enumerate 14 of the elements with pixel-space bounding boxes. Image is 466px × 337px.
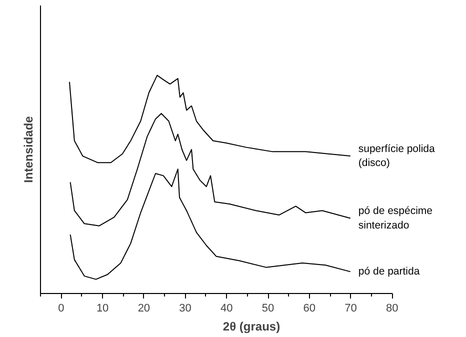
x-tick-label: 50	[262, 302, 274, 314]
x-tick-label: 0	[58, 302, 64, 314]
series-label: superfície polida (disco)	[358, 142, 436, 170]
x-tick-label: 30	[179, 302, 192, 314]
x-tick-label: 70	[344, 302, 357, 314]
y-axis-title: Intensidade	[22, 116, 36, 183]
x-tick-label: 20	[138, 302, 150, 314]
x-tick-label: 60	[303, 302, 316, 314]
x-axis-title: 2θ (graus)	[222, 320, 280, 334]
x-tick-label: 80	[386, 302, 398, 314]
series-label: pó de partida	[358, 266, 420, 278]
x-tick-label: 40	[220, 302, 233, 314]
series-label: pó de espécime sinterizado	[358, 205, 433, 232]
x-tick-label: 10	[96, 302, 109, 314]
